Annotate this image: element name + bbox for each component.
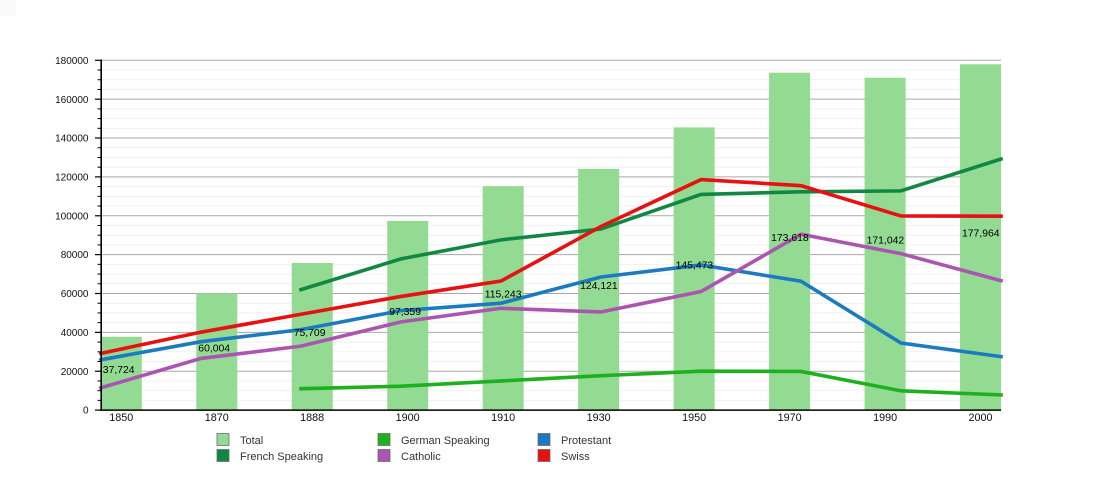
svg-text:Total: Total <box>240 435 263 447</box>
svg-text:171,042: 171,042 <box>867 235 905 246</box>
svg-text:160000: 160000 <box>55 95 89 106</box>
svg-text:1990: 1990 <box>873 412 897 424</box>
svg-text:180000: 180000 <box>55 56 89 67</box>
svg-text:French Speaking: French Speaking <box>240 451 323 463</box>
svg-text:120000: 120000 <box>55 173 89 184</box>
svg-text:60,004: 60,004 <box>198 343 230 354</box>
svg-text:100000: 100000 <box>55 211 89 222</box>
svg-text:Swiss: Swiss <box>561 451 590 463</box>
svg-text:37,724: 37,724 <box>103 365 135 376</box>
svg-text:115,243: 115,243 <box>485 290 522 301</box>
svg-text:Protestant: Protestant <box>561 435 611 447</box>
svg-text:0: 0 <box>83 406 89 417</box>
svg-text:60000: 60000 <box>61 289 89 300</box>
svg-text:145,473: 145,473 <box>676 260 714 271</box>
svg-text:140000: 140000 <box>55 134 89 145</box>
svg-text:1888: 1888 <box>300 412 324 424</box>
svg-text:177,964: 177,964 <box>962 229 1000 240</box>
svg-text:80000: 80000 <box>61 250 89 261</box>
svg-text:97,359: 97,359 <box>389 307 421 318</box>
svg-text:1850: 1850 <box>109 412 133 424</box>
svg-text:124,121: 124,121 <box>580 281 618 292</box>
svg-text:173,618: 173,618 <box>771 233 809 244</box>
svg-text:1970: 1970 <box>778 412 802 424</box>
svg-text:20000: 20000 <box>61 367 89 378</box>
svg-text:1950: 1950 <box>682 412 706 424</box>
svg-text:1930: 1930 <box>587 412 611 424</box>
svg-text:1910: 1910 <box>491 412 515 424</box>
svg-text:1870: 1870 <box>205 412 229 424</box>
svg-text:1900: 1900 <box>396 412 420 424</box>
svg-text:75,709: 75,709 <box>294 328 326 339</box>
svg-text:2000: 2000 <box>968 412 992 424</box>
svg-text:Catholic: Catholic <box>401 451 441 463</box>
svg-text:40000: 40000 <box>61 328 89 339</box>
svg-text:German Speaking: German Speaking <box>401 435 490 447</box>
